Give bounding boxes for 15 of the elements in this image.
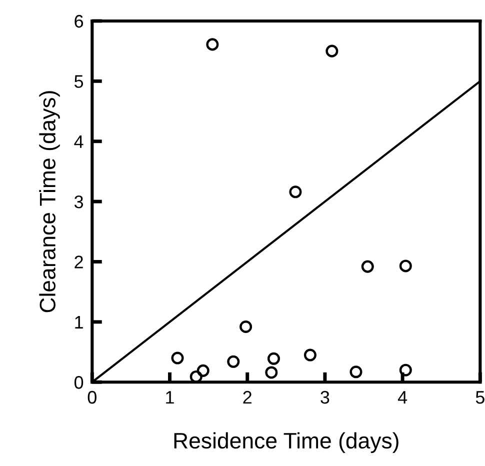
y-tick-label: 2 — [74, 256, 83, 268]
x-tick-label: 0 — [88, 390, 96, 404]
y-tick-label: 3 — [74, 195, 84, 208]
x-tick-label: 4 — [398, 391, 408, 404]
x-tick-label: 2 — [243, 390, 252, 404]
y-tick-label: 5 — [74, 75, 84, 88]
y-tick-label: 1 — [75, 316, 83, 328]
y-tick-label: 0 — [74, 376, 84, 389]
y-tick-label: 6 — [74, 14, 84, 28]
y-axis-title: Clearance Time (days) — [39, 91, 60, 312]
x-axis-title: Residence Time (days) — [174, 432, 398, 453]
x-tick-label: 3 — [320, 390, 330, 404]
x-tick-label: 1 — [166, 391, 174, 404]
y-tick-label: 4 — [74, 135, 84, 148]
x-tick-label: 5 — [476, 391, 484, 404]
